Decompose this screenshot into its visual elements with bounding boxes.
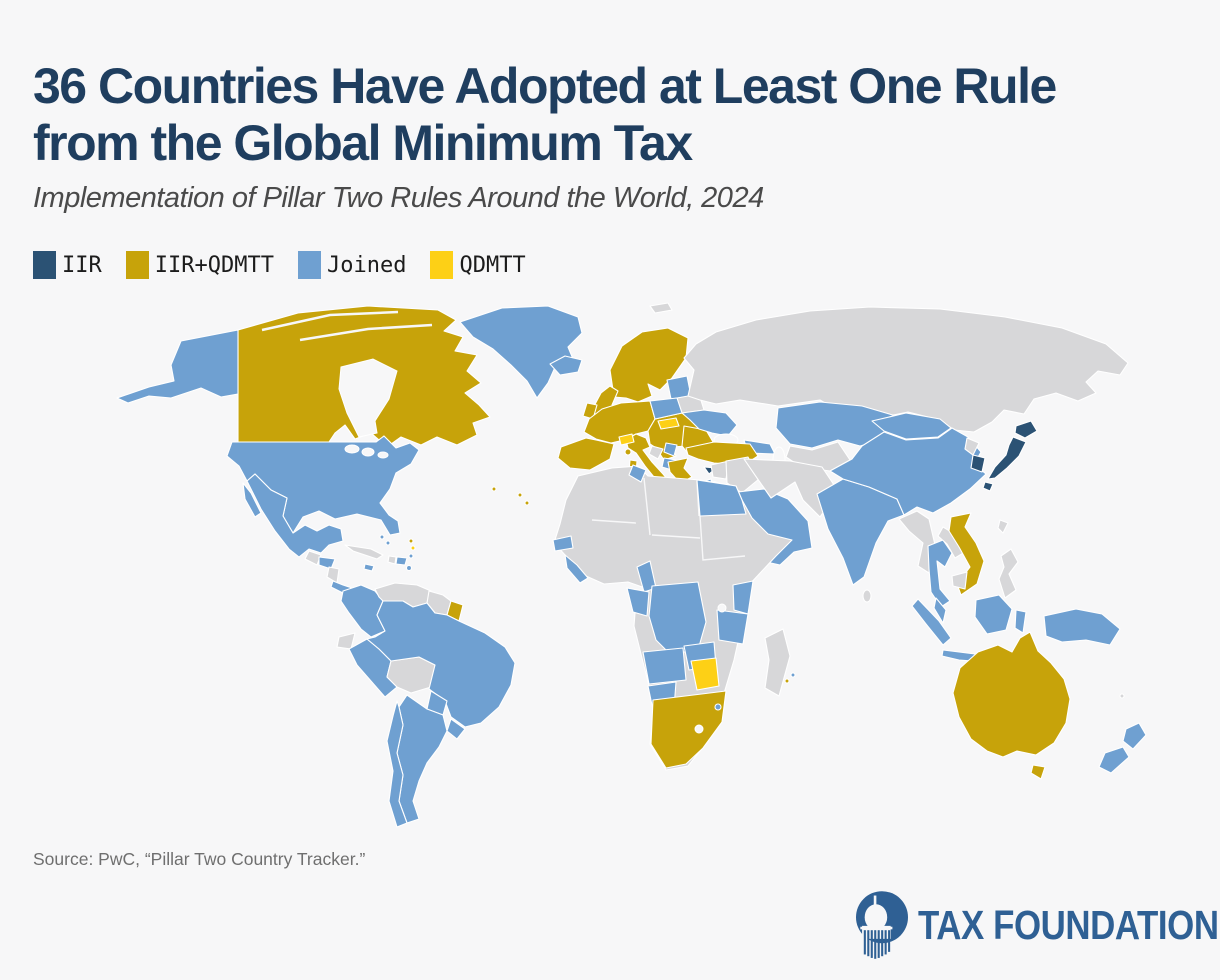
legend-swatch-iir	[33, 251, 56, 279]
country-kazakhstan	[775, 401, 897, 449]
lesotho-gap	[694, 724, 704, 734]
country-sierra-leone-liberia	[564, 554, 589, 584]
country-angola	[642, 647, 687, 685]
hudson-bay	[338, 358, 398, 438]
country-eswatini	[714, 703, 722, 711]
country-brazil	[366, 600, 516, 728]
title-line-1: 36 Countries Have Adopted at Least One R…	[33, 57, 1057, 114]
country-mongolia	[871, 412, 952, 440]
country-jamaica	[363, 563, 375, 572]
country-baltics	[666, 375, 692, 400]
country-japan	[982, 420, 1038, 492]
country-dr-congo	[648, 581, 707, 655]
country-dominican-republic	[395, 556, 408, 566]
tax-foundation-logo: TAX FOUNDATION	[856, 891, 1219, 959]
title-line-2: from the Global Minimum Tax	[33, 114, 693, 171]
country-mexico	[242, 473, 344, 558]
page-subtitle: Implementation of Pillar Two Rules Aroun…	[33, 182, 764, 214]
country-portugal-atlantic-islands	[491, 486, 530, 506]
country-chile	[386, 700, 408, 828]
country-iran-afghanistan-pakistan	[743, 458, 839, 518]
great-lakes	[344, 444, 389, 459]
country-australia	[952, 631, 1071, 780]
country-philippines	[998, 548, 1019, 599]
legend-label-qdmtt: QDMTT	[459, 252, 526, 278]
map-legend: IIR IIR+QDMTT Joined QDMTT	[33, 251, 550, 279]
legend-label-iir-qdmtt: IIR+QDMTT	[154, 252, 274, 278]
country-tanzania	[716, 609, 749, 645]
country-scandinavia	[609, 327, 689, 403]
country-malaysia-borneo	[933, 594, 1013, 635]
country-serbia	[663, 442, 678, 457]
country-congo-gabon	[626, 587, 650, 617]
legend-item-iir: IIR	[33, 251, 102, 279]
country-south-africa	[650, 690, 727, 769]
country-cuba	[344, 544, 384, 560]
world-choropleth-map	[116, 302, 1147, 828]
source-note: Source: PwC, “Pillar Two Country Tracker…	[33, 849, 366, 869]
legend-item-joined: Joined	[297, 251, 407, 279]
country-taiwan	[997, 519, 1009, 534]
country-egypt	[696, 479, 747, 517]
legend-label-joined: Joined	[326, 252, 407, 278]
country-iberia	[557, 437, 615, 471]
country-barbados	[410, 545, 416, 551]
country-syria	[710, 460, 730, 480]
africa-border-1	[643, 477, 651, 536]
country-iceland	[549, 355, 583, 376]
country-trinidad	[405, 553, 414, 572]
country-new-zealand	[1098, 722, 1147, 774]
country-bosnia	[648, 445, 664, 460]
country-cambodia	[951, 571, 968, 590]
brand-wordmark: TAX FOUNDATION	[918, 901, 1219, 948]
africa-border-5	[699, 515, 746, 561]
country-mauritius	[790, 672, 796, 678]
country-argentina	[396, 694, 448, 824]
country-tunisia	[628, 464, 647, 483]
capitol-dome-icon	[856, 891, 908, 959]
legend-swatch-iir-qdmtt	[125, 251, 149, 279]
country-thailand	[927, 539, 953, 608]
country-haiti	[387, 555, 397, 565]
country-new-caledonia	[1119, 693, 1125, 699]
country-kenya	[732, 580, 754, 615]
country-guadeloupe	[408, 538, 414, 544]
country-uruguay	[446, 718, 466, 740]
legend-item-qdmtt: QDMTT	[430, 251, 526, 279]
lake-victoria	[717, 603, 727, 613]
arctic-channel-2	[299, 323, 433, 342]
page-title: 36 Countries Have Adopted at Least One R…	[33, 57, 1057, 172]
country-slovakia	[657, 417, 680, 430]
legend-label-iir: IIR	[62, 252, 102, 278]
country-svalbard	[649, 302, 673, 314]
country-madagascar	[764, 628, 791, 697]
country-guatemala	[304, 550, 322, 566]
legend-swatch-qdmtt	[430, 251, 454, 279]
country-switzerland	[618, 433, 635, 446]
legend-swatch-joined	[297, 251, 321, 279]
country-reunion	[784, 678, 790, 684]
country-bahamas	[379, 534, 391, 546]
africa-border-4	[651, 534, 701, 539]
country-new-guinea	[1043, 608, 1121, 646]
country-vietnam	[948, 512, 985, 596]
africa-border-3	[591, 519, 637, 524]
country-south-korea	[970, 454, 986, 473]
arctic-channel-1	[261, 310, 399, 332]
country-sri-lanka	[862, 589, 872, 603]
legend-item-iir-qdmtt: IIR+QDMTT	[125, 251, 274, 279]
country-senegal	[552, 535, 574, 552]
country-zimbabwe	[690, 657, 720, 691]
